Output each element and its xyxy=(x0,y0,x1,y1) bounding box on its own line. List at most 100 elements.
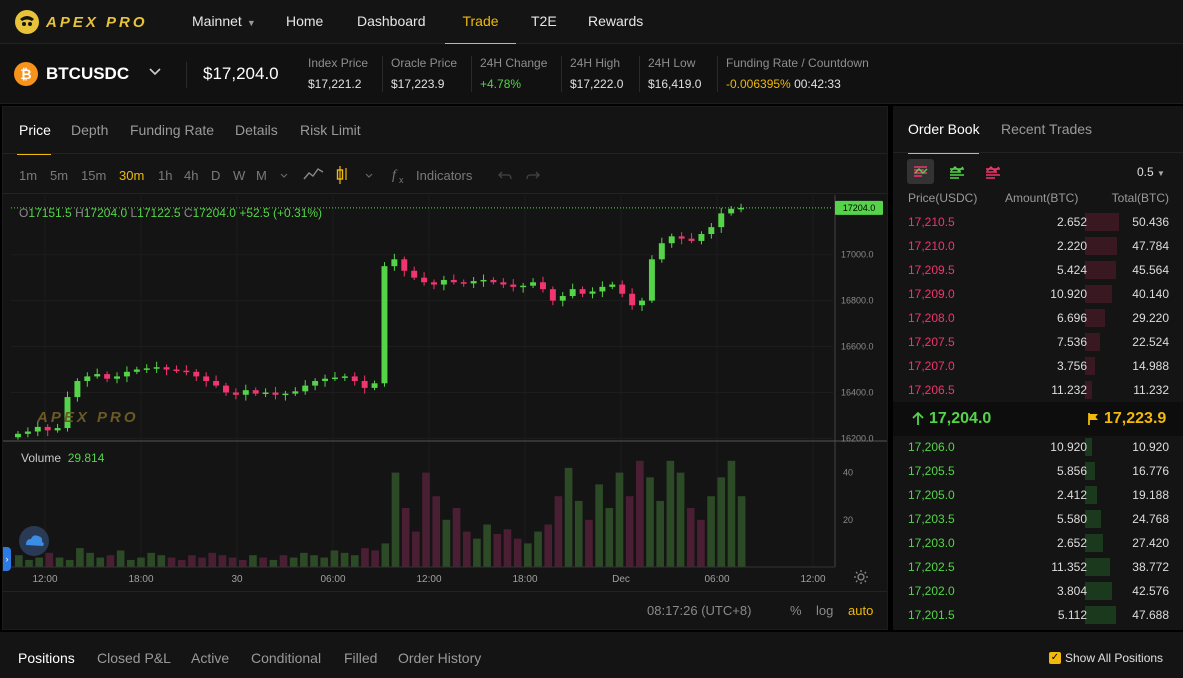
bid-row[interactable]: 17,205.5 5.856 16.776 xyxy=(893,459,1183,483)
redo-icon[interactable] xyxy=(525,169,541,183)
bitcoin-icon: ₿ xyxy=(14,62,38,86)
side-handle[interactable]: › xyxy=(3,547,11,571)
line-chart-icon[interactable] xyxy=(303,165,325,183)
price-chart[interactable]: 17000.0 16800.0 16600.0 16400.0 16200.0 40 20 1… xyxy=(3,107,887,629)
tab-filled[interactable]: Filled xyxy=(344,650,378,666)
chevron-down-icon[interactable] xyxy=(279,171,289,181)
tab-risk-limit[interactable]: Risk Limit xyxy=(300,122,361,138)
tab-details[interactable]: Details xyxy=(235,122,278,138)
candle-body xyxy=(44,426,51,431)
timeframe-1h[interactable]: 1h xyxy=(158,168,173,183)
tab-positions[interactable]: Positions xyxy=(18,650,75,666)
bid-amount: 2.652 xyxy=(1056,536,1087,550)
volume-bar xyxy=(697,519,705,567)
chevron-down-icon[interactable] xyxy=(364,171,374,181)
candle-body xyxy=(579,289,586,294)
tab-closed-pnl[interactable]: Closed P&L xyxy=(97,650,171,666)
candle-body xyxy=(272,392,279,395)
stat-value: $16,419.0 xyxy=(648,77,702,91)
indicators-button[interactable]: Indicators xyxy=(416,168,473,183)
nav-dashboard[interactable]: Dashboard xyxy=(357,13,426,29)
network-selector[interactable]: Mainnet ▼ xyxy=(192,0,256,44)
tab-order-history[interactable]: Order History xyxy=(398,650,482,666)
mid-last-price: 17,204.0 xyxy=(929,410,992,427)
ask-row[interactable]: 17,208.0 6.696 29.220 xyxy=(893,306,1183,330)
ask-row[interactable]: 17,207.5 7.536 22.524 xyxy=(893,330,1183,354)
brand-logo[interactable]: APEX PRO xyxy=(14,9,148,35)
candle-body xyxy=(153,367,160,369)
ask-row[interactable]: 17,209.5 5.424 45.564 xyxy=(893,258,1183,282)
volume-bar xyxy=(208,552,217,567)
volume-bar xyxy=(381,543,390,567)
volume-bar xyxy=(676,472,685,567)
tab-depth[interactable]: Depth xyxy=(71,122,109,138)
ask-row[interactable]: 17,209.0 10.920 40.140 xyxy=(893,282,1183,306)
tab-recent-trades[interactable]: Recent Trades xyxy=(1001,121,1093,137)
view-both-button[interactable] xyxy=(907,159,934,184)
network-label: Mainnet xyxy=(192,13,242,29)
bid-row[interactable]: 17,203.0 2.652 27.420 xyxy=(893,531,1183,555)
percent-scale-toggle[interactable]: % xyxy=(790,603,802,618)
nav-rewards[interactable]: Rewards xyxy=(588,13,644,29)
volume-bar xyxy=(452,508,461,567)
timeframe-30m[interactable]: 30m xyxy=(119,168,145,183)
candle-body xyxy=(530,282,537,286)
tab-order-book[interactable]: Order Book xyxy=(908,121,980,137)
ask-amount: 2.652 xyxy=(1056,215,1087,229)
auto-scale-toggle[interactable]: auto xyxy=(848,603,874,618)
timeframe-m[interactable]: M xyxy=(256,168,267,183)
ohlc-open: 17151.5 xyxy=(28,206,72,220)
bid-row[interactable]: 17,203.5 5.580 24.768 xyxy=(893,507,1183,531)
candle-body xyxy=(104,374,111,379)
volume-bar xyxy=(330,550,339,567)
undo-icon[interactable] xyxy=(497,169,513,183)
candle-body xyxy=(510,284,517,287)
settings-gear-icon[interactable] xyxy=(853,569,869,585)
timeframe-d[interactable]: D xyxy=(211,168,221,183)
candle-body xyxy=(549,289,556,301)
show-all-positions-checkbox[interactable]: ✓ xyxy=(1049,652,1061,664)
bid-row[interactable]: 17,202.5 11.352 38.772 xyxy=(893,555,1183,579)
candle-body xyxy=(668,236,675,244)
ask-row[interactable]: 17,206.5 11.232 11.232 xyxy=(893,378,1183,402)
brand-name: APEX PRO xyxy=(46,13,148,31)
nav-t2e[interactable]: T2E xyxy=(531,13,557,29)
ask-price: 17,209.0 xyxy=(908,287,955,301)
timeframe-1m[interactable]: 1m xyxy=(19,168,38,183)
orderbook-asks-icon[interactable] xyxy=(983,163,1003,181)
symbol-selector[interactable]: BTCUSDC xyxy=(46,64,130,83)
ask-row[interactable]: 17,207.0 3.756 14.988 xyxy=(893,354,1183,378)
tab-active[interactable]: Active xyxy=(191,650,230,666)
ticker-bar: ₿ BTCUSDC $17,204.0 Index Price $17,221.2… xyxy=(0,44,1183,104)
timeframe-5m[interactable]: 5m xyxy=(50,168,69,183)
show-all-positions-label[interactable]: Show All Positions xyxy=(1065,651,1164,665)
tab-funding-rate[interactable]: Funding Rate xyxy=(130,122,215,138)
timeframe-15m[interactable]: 15m xyxy=(81,168,107,183)
timeframe-w[interactable]: W xyxy=(233,168,246,183)
volume-bar xyxy=(310,555,318,567)
candlestick-icon[interactable] xyxy=(335,165,351,185)
volume-bar xyxy=(585,519,593,567)
log-scale-toggle[interactable]: log xyxy=(816,603,834,618)
tab-price[interactable]: Price xyxy=(19,122,51,138)
precision-selector[interactable]: 0.5 ▼ xyxy=(1137,165,1165,179)
bid-row[interactable]: 17,206.0 10.920 10.920 xyxy=(893,435,1183,459)
bid-row[interactable]: 17,202.0 3.804 42.576 xyxy=(893,579,1183,603)
cloud-logo-icon[interactable] xyxy=(18,525,50,557)
volume-bar xyxy=(473,538,481,567)
candle-body xyxy=(351,376,358,381)
timeframe-4h[interactable]: 4h xyxy=(184,168,199,183)
chevron-down-icon[interactable] xyxy=(148,64,162,78)
tab-conditional[interactable]: Conditional xyxy=(251,650,322,666)
nav-home[interactable]: Home xyxy=(286,13,324,29)
orderbook-bids-icon[interactable] xyxy=(947,163,967,181)
ask-row[interactable]: 17,210.0 2.220 47.784 xyxy=(893,234,1183,258)
ask-row[interactable]: 17,210.5 2.652 50.436 xyxy=(893,210,1183,234)
bid-row[interactable]: 17,205.0 2.412 19.188 xyxy=(893,483,1183,507)
bid-row[interactable]: 17,201.5 5.112 47.688 xyxy=(893,603,1183,627)
apex-logo-icon xyxy=(15,10,39,34)
current-price-label: 17204.0 xyxy=(843,203,876,213)
nav-trade[interactable]: Trade xyxy=(445,0,516,44)
candle-body xyxy=(470,281,477,284)
